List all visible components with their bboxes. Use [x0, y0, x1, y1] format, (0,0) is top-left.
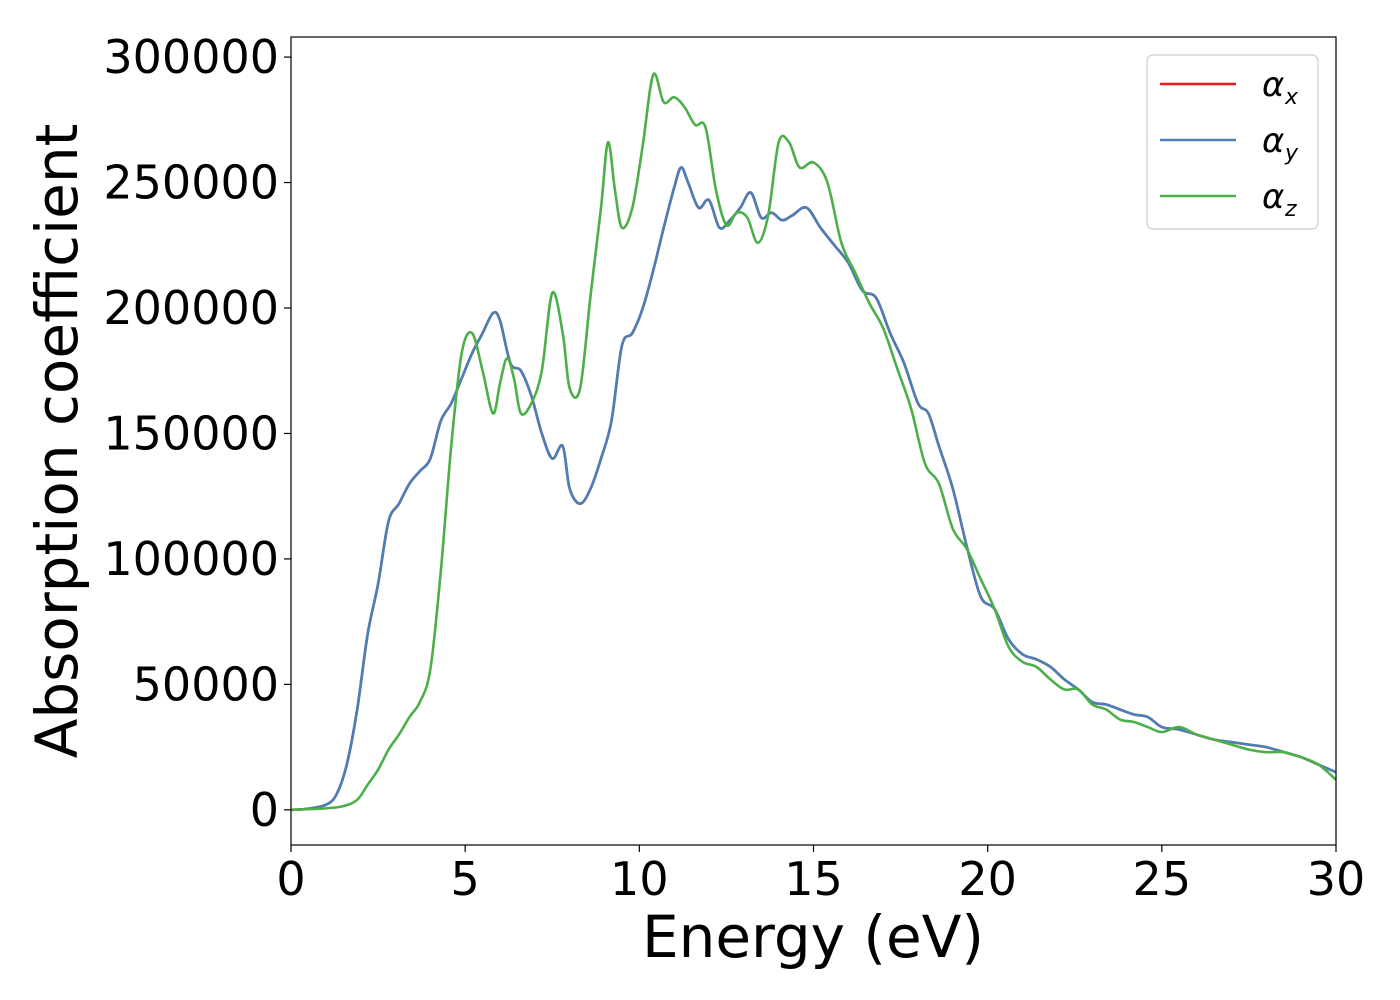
y-tick-label: 0 — [250, 783, 279, 837]
y-tick-label: 200000 — [103, 281, 279, 335]
legend-subscript-y: y — [1284, 141, 1299, 166]
x-tick-label: 5 — [451, 852, 480, 906]
legend: α xα yα z — [1146, 54, 1319, 230]
x-axis-ticks: 0 5 10 15 20 25 30 — [276, 845, 1365, 906]
y-tick-label: 50000 — [133, 657, 279, 711]
legend-label-z: α — [1262, 177, 1284, 217]
x-tick-label: 25 — [1133, 852, 1192, 906]
y-tick-label: 300000 — [103, 30, 279, 84]
y-tick-label: 100000 — [103, 532, 279, 586]
y-tick-label: 250000 — [103, 156, 279, 210]
y-axis-label: Absorption coefficient — [23, 124, 91, 759]
legend-subscript-z: z — [1284, 197, 1297, 222]
x-tick-label: 0 — [276, 852, 305, 906]
x-tick-label: 10 — [610, 852, 669, 906]
y-tick-label: 150000 — [103, 406, 279, 460]
legend-box — [1146, 54, 1319, 230]
series-line-z — [290, 72, 1337, 812]
x-tick-label: 20 — [958, 852, 1017, 906]
legend-label-y: α — [1262, 121, 1284, 161]
x-tick-label: 15 — [784, 852, 843, 906]
x-tick-label: 30 — [1307, 852, 1366, 906]
legend-subscript-x: x — [1284, 85, 1299, 110]
series-layer — [290, 72, 1337, 812]
x-axis-label: Energy (eV) — [642, 903, 984, 971]
legend-label-x: α — [1262, 65, 1284, 105]
y-axis-ticks: 0 50000 100000 150000 200000 250000 300000 — [103, 30, 291, 837]
